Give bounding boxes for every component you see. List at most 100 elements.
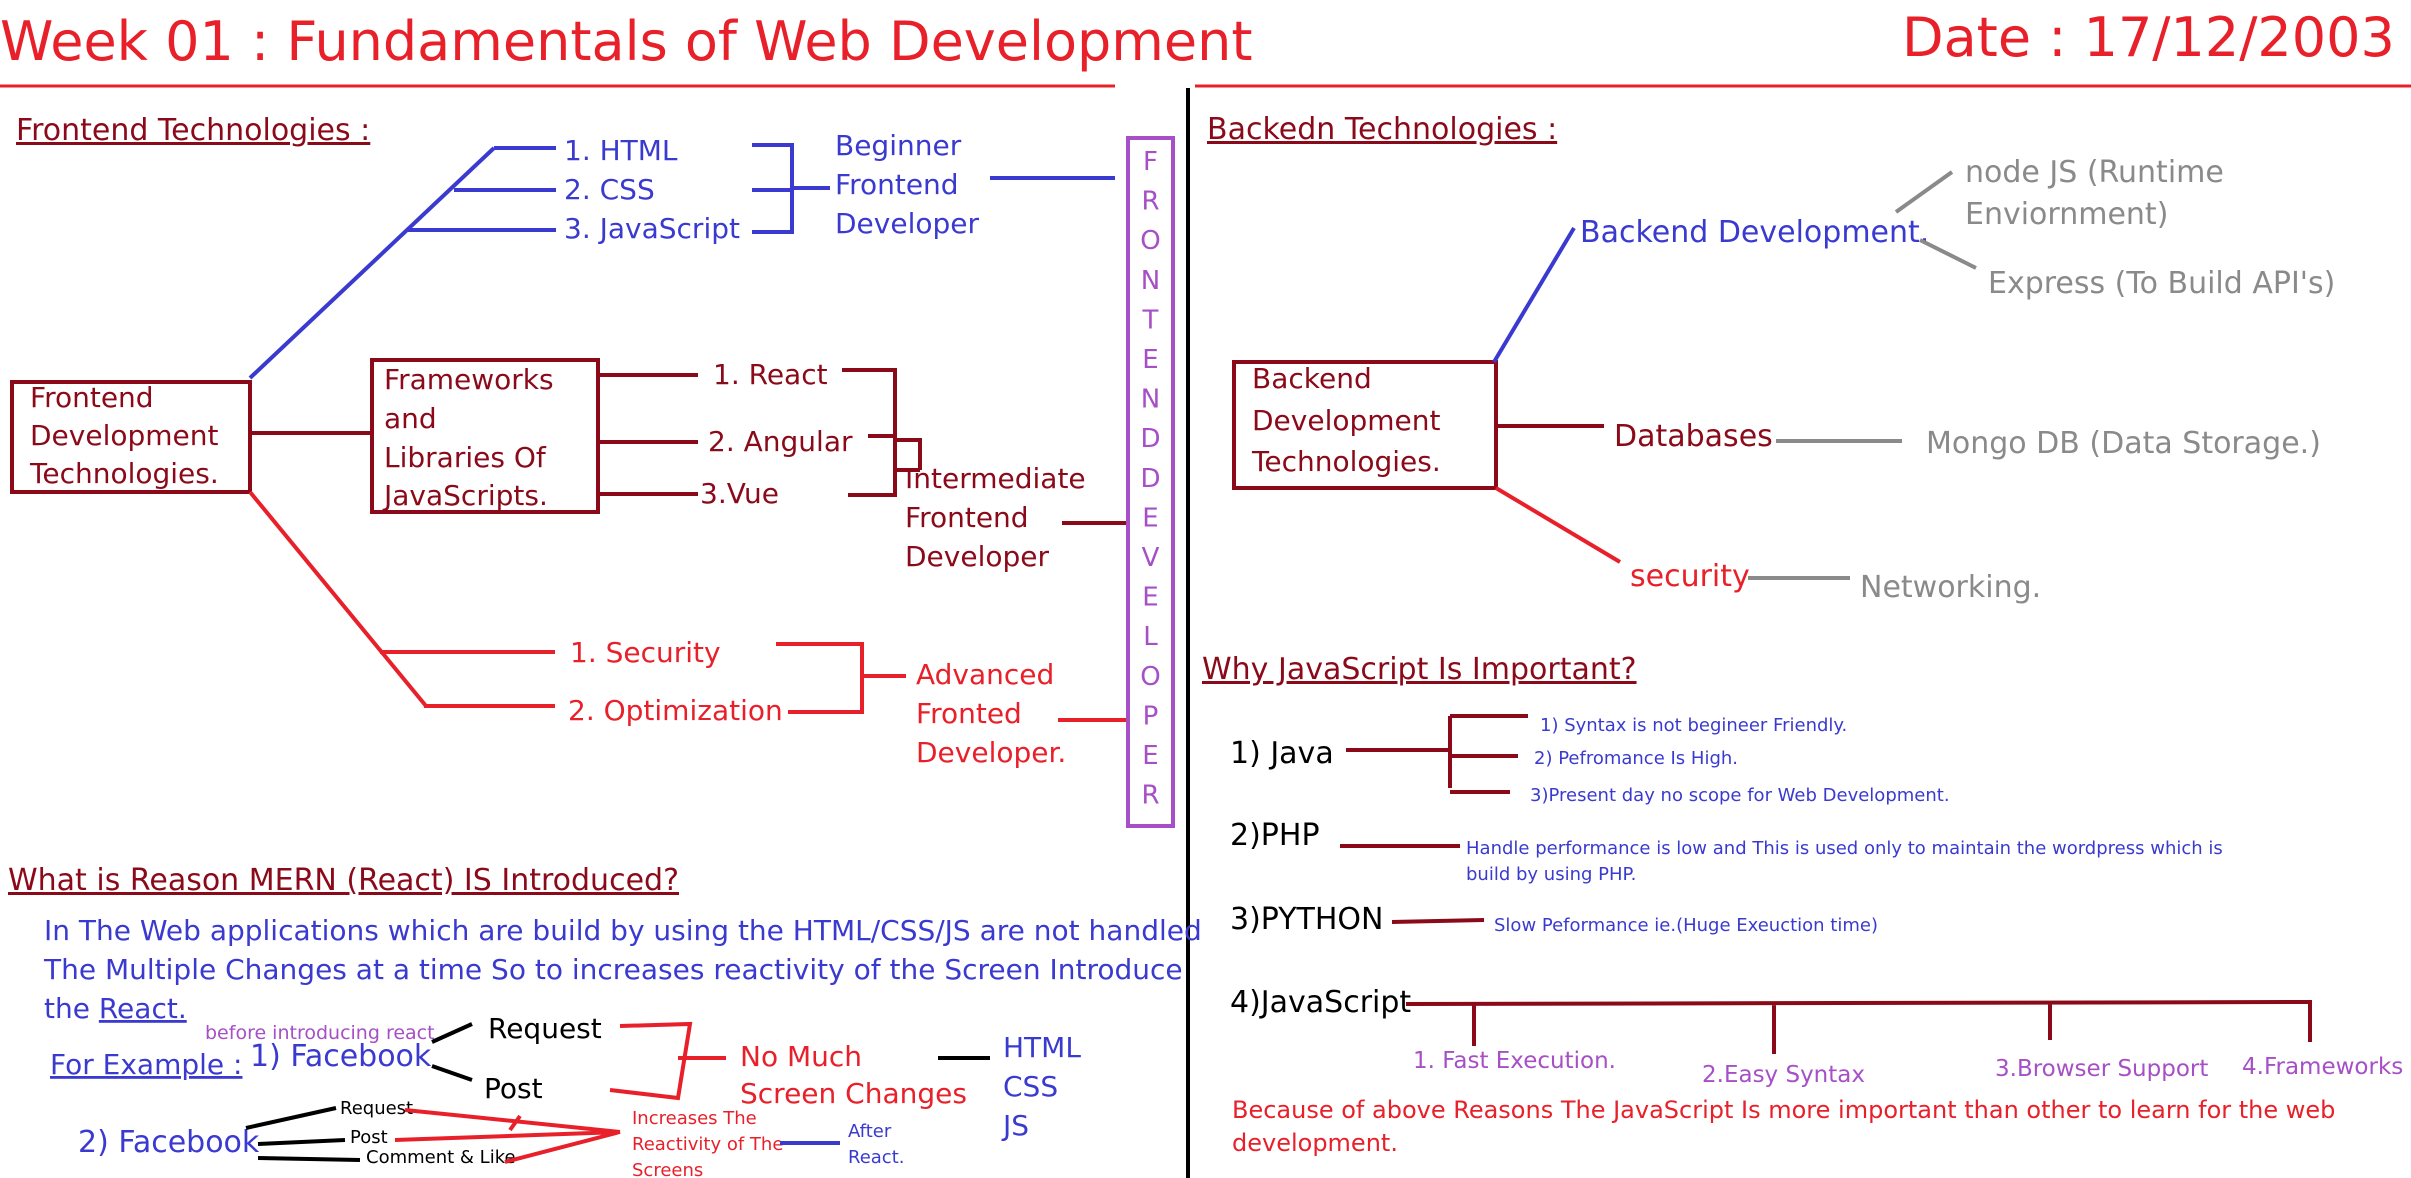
beginner-line-1: Beginner [835, 129, 962, 162]
backend-root-line-3: Technologies. [1251, 445, 1441, 478]
connector-no-much [609, 1021, 726, 1101]
vertical-letter: E [1142, 503, 1158, 533]
mern-paragraph-line-1: In The Web applications which are build … [44, 914, 1202, 947]
vertical-letter: L [1143, 622, 1158, 652]
framework-angular: 2. Angular [708, 425, 853, 458]
vertical-letter: R [1141, 187, 1159, 217]
backend-security-label: security [1630, 559, 1750, 594]
mern-heading: What is Reason MERN (React) IS Introduce… [8, 863, 679, 898]
after-line-1: After [848, 1121, 892, 1142]
vertical-letter: E [1142, 583, 1158, 613]
advanced-line-1: Advanced [916, 658, 1054, 691]
basics-javascript: 3. JavaScript [564, 212, 740, 245]
networking-label: Networking. [1860, 570, 2041, 605]
request-label: Request [488, 1012, 602, 1045]
vertical-letter: R [1141, 781, 1159, 811]
php-note-line-1: Handle performance is low and This is us… [1466, 838, 2223, 859]
no-much-line-1: No Much [740, 1040, 862, 1073]
advanced-security: 1. Security [570, 636, 721, 669]
vertical-letter: F [1143, 147, 1158, 177]
css-label: CSS [1003, 1070, 1058, 1103]
framework-vue: 3.Vue [700, 477, 779, 510]
vertical-letter: E [1142, 741, 1158, 771]
javascript-label: 4)JavaScript [1230, 985, 1411, 1020]
frontend-root-line-2: Development [30, 419, 219, 452]
frontend-developer-box [1126, 136, 1175, 828]
vertical-letter: O [1140, 662, 1160, 692]
increases-line-3: Screens [632, 1160, 703, 1178]
intermediate-line-2: Frontend [905, 501, 1029, 534]
basics-html: 1. HTML [564, 134, 678, 167]
date-label: Date : 17/12/2003 [1902, 6, 2395, 69]
conclusion-line-2: development. [1232, 1129, 1398, 1157]
js-point-4: 4.Frameworks [2242, 1054, 2403, 1080]
frameworks-box-line-1: Frameworks [384, 363, 554, 396]
connector-backend-dev [1492, 226, 1576, 364]
python-note: Slow Peformance ie.(Huge Exeuction time) [1494, 915, 1878, 936]
vertical-letter: E [1142, 345, 1158, 375]
bracket-basics [752, 143, 830, 234]
advanced-optimization: 2. Optimization [568, 694, 783, 727]
increases-line-2: Reactivity of The [632, 1134, 783, 1155]
vertical-letter: P [1143, 701, 1159, 731]
frontend-root-line-3: Technologies. [29, 457, 219, 490]
express-label: Express (To Build API's) [1988, 266, 2335, 301]
example-label: For Example : [50, 1048, 242, 1081]
intermediate-line-3: Developer [905, 540, 1049, 573]
mern-paragraph-line-2: The Multiple Changes at a time So to inc… [43, 953, 1183, 986]
small-request-label: Request [340, 1098, 413, 1119]
mongo-label: Mongo DB (Data Storage.) [1926, 426, 2321, 461]
backend-development-label: Backend Development. [1580, 215, 1929, 250]
small-post-label: Post [350, 1127, 388, 1148]
after-line-2: React. [848, 1147, 904, 1168]
frameworks-box-line-2: and [384, 402, 437, 435]
react-link: React. [99, 992, 187, 1025]
connector-increases [394, 1108, 621, 1164]
basics-css: 2. CSS [564, 173, 655, 206]
bracket-java [1346, 714, 1528, 794]
frontend-root-box [10, 380, 252, 494]
beginner-line-3: Developer [835, 207, 979, 240]
conclusion-line-1: Because of above Reasons The JavaScript … [1232, 1096, 2335, 1124]
vertical-letter: N [1141, 385, 1160, 415]
php-note-line-2: build by using PHP. [1466, 864, 1636, 885]
advanced-line-2: Fronted [916, 697, 1022, 730]
bracket-javascript [1405, 1000, 2313, 1054]
connector-root-advanced [248, 490, 428, 708]
backend-heading: Backedn Technologies : [1207, 112, 1557, 147]
node-line-2: Enviornment) [1965, 197, 2168, 232]
js-point-3: 3.Browser Support [1995, 1056, 2208, 1082]
frontend-heading: Frontend Technologies : [16, 113, 370, 148]
backend-root-line-2: Development [1252, 404, 1441, 437]
why-js-heading: Why JavaScript Is Important? [1202, 652, 1637, 687]
vertical-letter: T [1142, 305, 1159, 335]
js-point-2: 2.Easy Syntax [1702, 1062, 1865, 1088]
framework-react: 1. React [713, 358, 828, 391]
vertical-letter: N [1141, 266, 1160, 296]
increases-line-1: Increases The [632, 1108, 757, 1129]
databases-label: Databases [1614, 419, 1773, 454]
mern-paragraph-line-3: the React. [44, 992, 187, 1025]
comment-like-label: Comment & Like [366, 1147, 516, 1168]
no-much-line-2: Screen Changes [740, 1077, 967, 1110]
js-point-1: 1. Fast Execution. [1413, 1048, 1616, 1074]
frameworks-box [370, 358, 600, 514]
note-before-react: before introducing react [205, 1022, 435, 1044]
python-label: 3)PYTHON [1230, 902, 1384, 937]
vertical-letter: O [1140, 226, 1160, 256]
vertical-letter: V [1142, 543, 1160, 573]
vertical-letter: D [1140, 424, 1160, 454]
js-label: JS [1001, 1109, 1029, 1142]
advanced-line-3: Developer. [916, 736, 1066, 769]
beginner-line-2: Frontend [835, 168, 959, 201]
frontend-root-line-1: Frontend [30, 381, 154, 414]
intermediate-line-1: Intermediate [905, 462, 1086, 495]
php-label: 2)PHP [1230, 818, 1320, 853]
connector-root-basics [248, 146, 496, 380]
java-point-1: 1) Syntax is not begineer Friendly. [1540, 715, 1847, 736]
backend-root-line-1: Backend [1252, 362, 1372, 395]
page-title: Week 01 : Fundamentals of Web Developmen… [0, 10, 1253, 73]
html-label: HTML [1003, 1031, 1081, 1064]
